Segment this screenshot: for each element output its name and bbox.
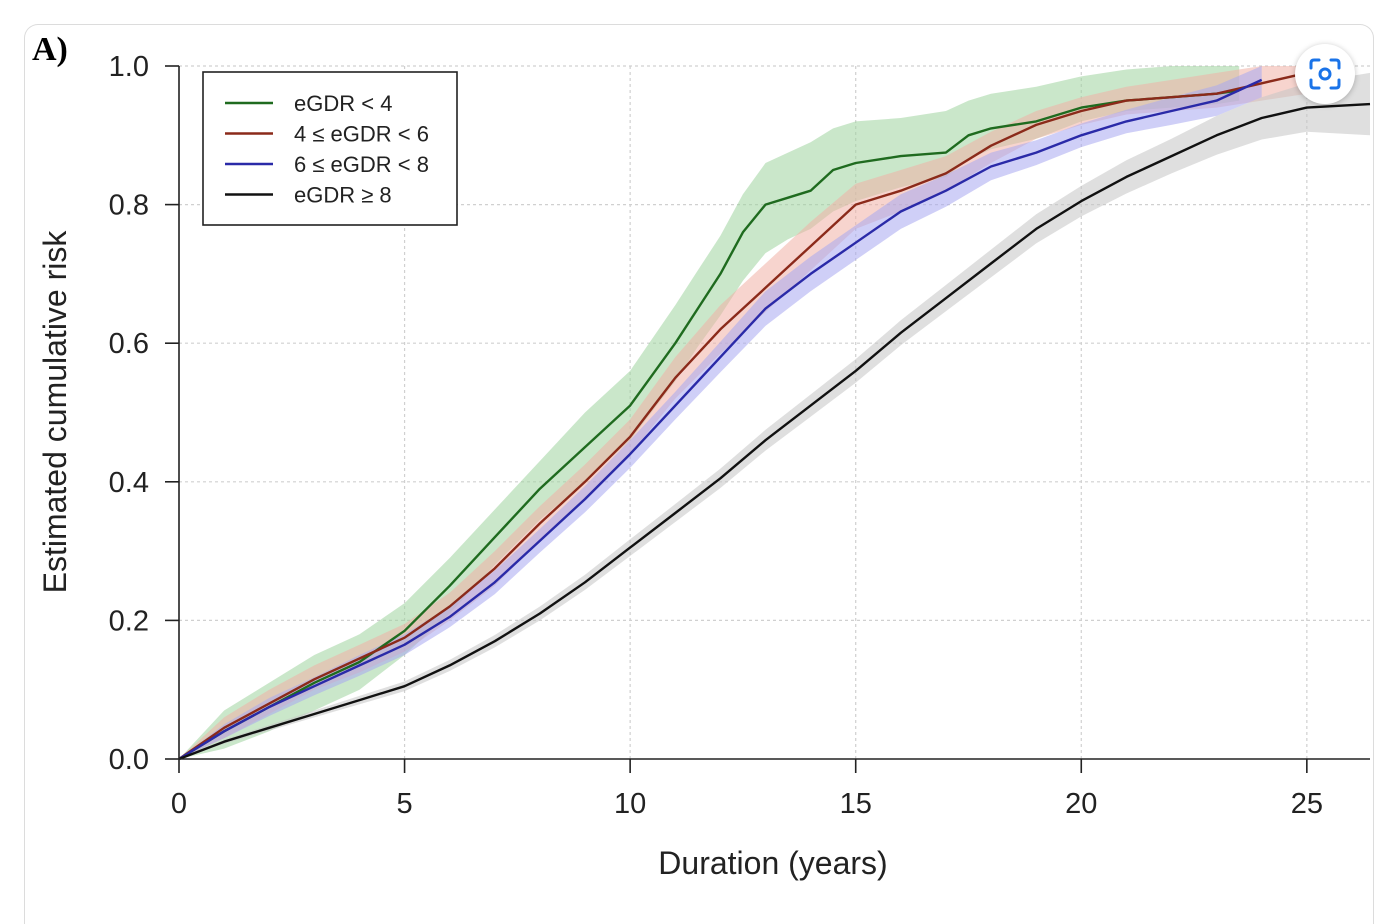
x-tick-label: 20 [1065, 788, 1097, 820]
confidence-band-4 [179, 72, 1370, 759]
legend-label: 6 ≤ eGDR < 8 [294, 152, 429, 177]
x-tick-label: 15 [840, 788, 872, 820]
legend: eGDR < 4 4 ≤ eGDR < 6 6 ≤ eGDR < 8 eGDR ≥ 8 [202, 71, 458, 226]
series-line-4 [178, 102, 1371, 761]
series-line-2 [178, 71, 1308, 760]
x-tick-label: 5 [396, 788, 412, 820]
legend-label: eGDR < 4 [294, 91, 392, 116]
legend-label: 4 ≤ eGDR < 6 [294, 122, 429, 147]
y-tick-label: 0.8 [109, 190, 149, 222]
confidence-bands [179, 66, 1370, 759]
x-axis-title: Duration (years) [658, 845, 887, 881]
y-tick-label: 0.6 [109, 328, 149, 360]
y-tick-label: 1.0 [109, 51, 149, 83]
series-lines [178, 71, 1371, 761]
y-axis-ticks: 0.0 0.2 0.4 0.6 0.8 1.0 [109, 51, 179, 776]
axes [178, 66, 1370, 760]
chart: A) 0 5 10 15 20 25 0.0 0.2 0.4 0.6 0.8 1.0 Duratio… [32, 31, 1371, 881]
legend-label: eGDR ≥ 8 [294, 183, 392, 208]
series-line-3 [178, 78, 1263, 761]
y-tick-label: 0.0 [109, 744, 149, 776]
y-axis-title: Estimated cumulative risk [37, 230, 73, 594]
x-tick-label: 25 [1291, 788, 1323, 820]
y-tick-label: 0.4 [109, 467, 149, 499]
legend-box [202, 71, 458, 226]
x-tick-label: 0 [171, 788, 187, 820]
visual-search-button[interactable] [1295, 44, 1355, 104]
confidence-band-1 [179, 66, 1240, 759]
panel-label: A) [32, 31, 68, 68]
y-tick-label: 0.2 [109, 605, 149, 637]
x-axis-ticks: 0 5 10 15 20 25 [171, 759, 1323, 820]
confidence-band-3 [179, 66, 1262, 759]
confidence-band-2 [179, 66, 1307, 759]
x-tick-label: 10 [614, 788, 646, 820]
visual-search-icon [1309, 58, 1341, 90]
series-line-1 [178, 89, 1240, 761]
